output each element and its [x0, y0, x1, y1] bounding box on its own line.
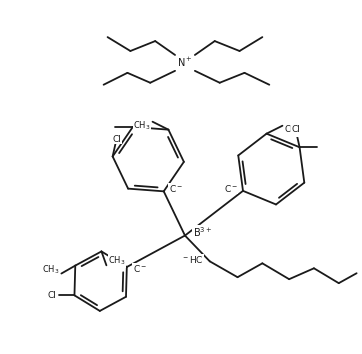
Text: C$^-$: C$^-$: [224, 183, 238, 194]
Text: Cl: Cl: [112, 135, 121, 144]
Text: CH$_3$: CH$_3$: [285, 124, 302, 136]
Text: CH$_3$: CH$_3$: [133, 120, 151, 132]
Text: B$^{3+}$: B$^{3+}$: [193, 225, 212, 239]
Text: CH$_3$: CH$_3$: [108, 255, 126, 267]
Text: C$^-$: C$^-$: [133, 263, 147, 274]
Text: $^-$HC: $^-$HC: [181, 254, 204, 265]
Text: CH$_3$: CH$_3$: [42, 263, 59, 275]
Text: N$^+$: N$^+$: [177, 56, 193, 69]
Text: Cl: Cl: [48, 291, 56, 300]
Text: Cl: Cl: [291, 125, 300, 135]
Text: C$^-$: C$^-$: [169, 183, 183, 194]
